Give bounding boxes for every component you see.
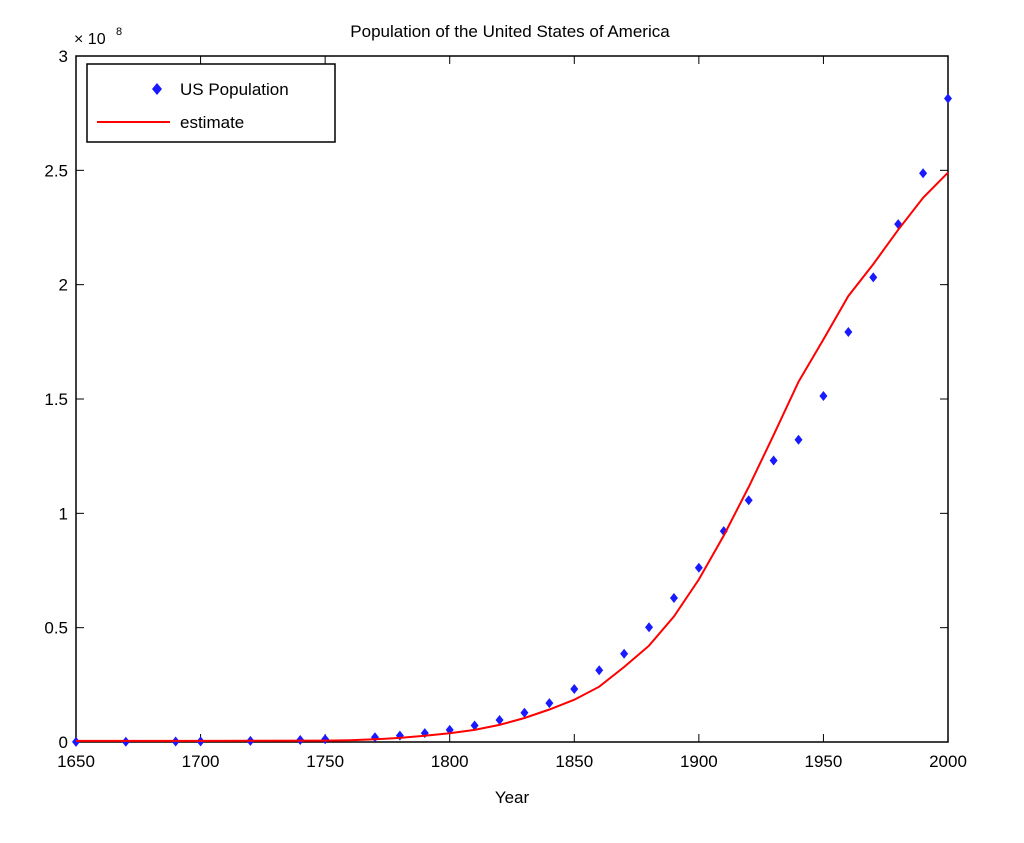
- data-point-us-population: [595, 665, 604, 676]
- data-point-us-population: [321, 734, 330, 745]
- y-tick-label: 0: [59, 733, 68, 752]
- data-point-us-population: [694, 562, 703, 573]
- data-point-us-population: [570, 683, 579, 694]
- data-point-us-population: [844, 327, 853, 338]
- y-scale-label: × 10: [74, 31, 106, 48]
- data-point-us-population: [545, 698, 554, 709]
- y-scale-exponent: 8: [116, 26, 122, 38]
- data-point-us-population: [645, 622, 654, 633]
- data-point-us-population: [744, 495, 753, 506]
- axes-ticks: 1650 1700 1750 1800 1850 1900 1950 2000 0 0.5 1 1.5…: [44, 47, 967, 771]
- y-tick-label: 2: [59, 276, 68, 295]
- x-tick-label: 1750: [306, 752, 344, 771]
- data-point-us-population: [620, 648, 629, 659]
- y-tick-label: 1: [59, 504, 68, 523]
- x-tick-label: 1700: [182, 752, 220, 771]
- data-point-us-population: [944, 93, 952, 104]
- data-point-us-population: [669, 592, 678, 603]
- data-point-us-population: [819, 391, 828, 402]
- y-tick-label: 0.5: [44, 619, 68, 638]
- data-point-us-population: [495, 715, 504, 726]
- data-point-us-population: [769, 455, 778, 466]
- data-point-us-population: [869, 272, 878, 283]
- data-point-us-population: [919, 168, 928, 179]
- x-tick-label: 1850: [555, 752, 593, 771]
- data-point-us-population: [520, 707, 529, 718]
- x-tick-label: 1650: [57, 752, 95, 771]
- x-tick-label: 1900: [680, 752, 718, 771]
- legend-box: [86, 63, 336, 143]
- chart-title: Population of the United States of Ameri…: [350, 22, 670, 41]
- x-tick-label: 1800: [431, 752, 469, 771]
- y-tick-label: 3: [59, 47, 68, 66]
- legend-label-estimate: estimate: [180, 113, 244, 132]
- series-line-estimate: [76, 171, 949, 742]
- series-layer: [72, 93, 952, 747]
- x-tick-label: 2000: [929, 752, 967, 771]
- plot-area: [75, 55, 949, 743]
- legend: US Population estimate: [86, 63, 336, 143]
- data-point-us-population: [794, 434, 803, 445]
- legend-marker-us-population: [152, 83, 162, 95]
- x-tick-label: 1950: [805, 752, 843, 771]
- x-axis-label: Year: [495, 788, 530, 807]
- y-tick-label: 1.5: [44, 390, 68, 409]
- data-point-us-population: [470, 720, 479, 731]
- y-tick-label: 2.5: [44, 161, 68, 180]
- legend-label-us-population: US Population: [180, 80, 289, 99]
